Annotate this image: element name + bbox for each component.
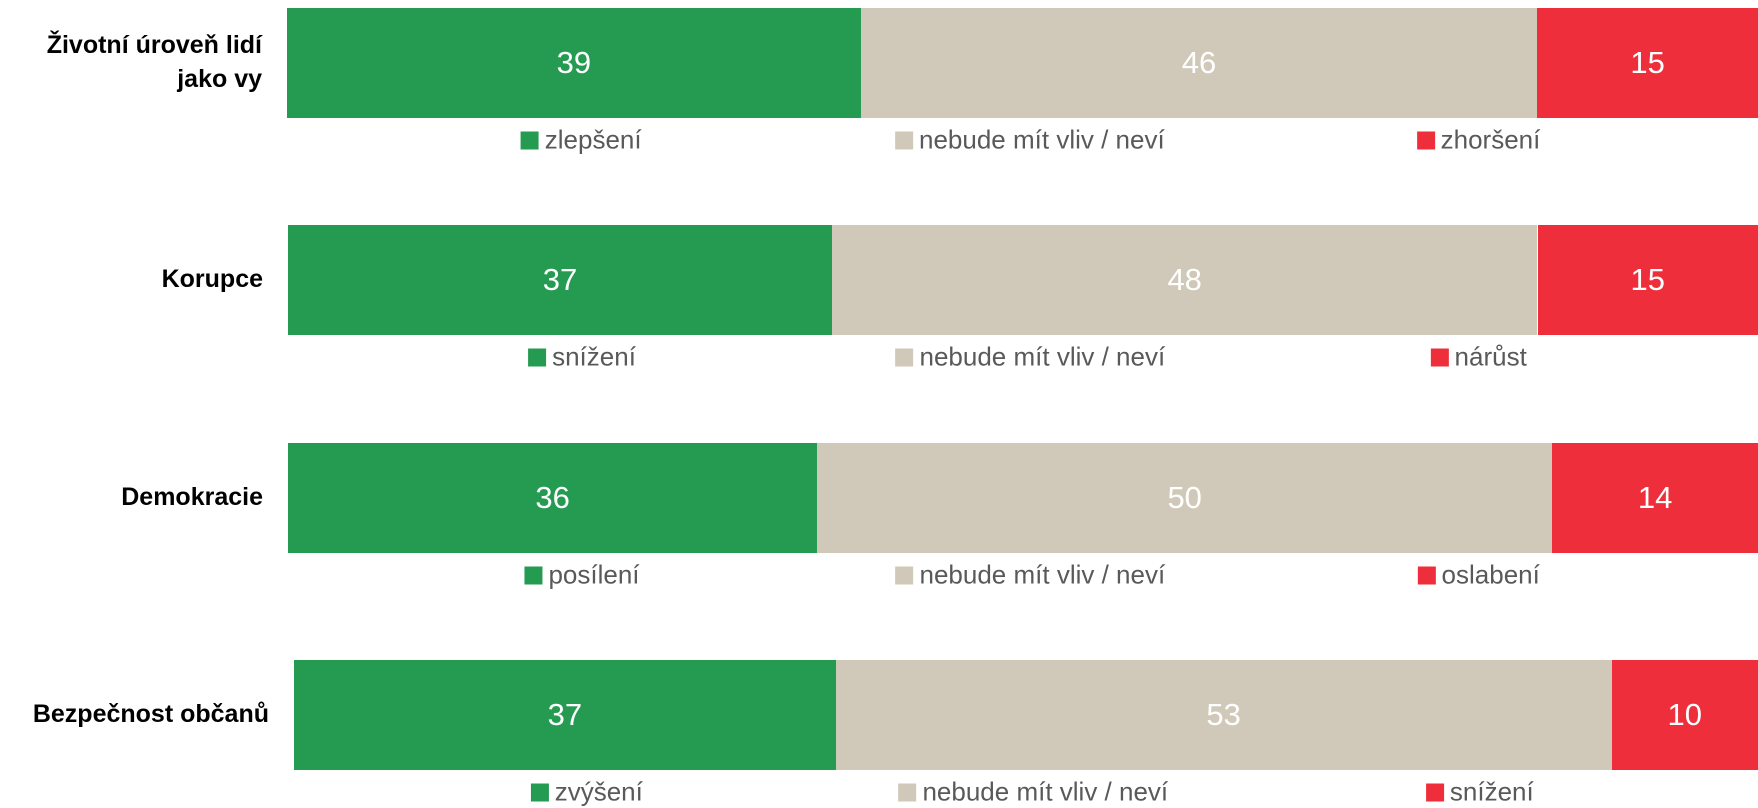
value-label: 48 [1167, 262, 1201, 298]
value-label: 15 [1631, 262, 1665, 298]
bar-segment: 15 [1537, 8, 1758, 118]
bar-segment: 39 [287, 8, 861, 118]
legend-swatch [895, 131, 913, 149]
bar-segment: 10 [1612, 660, 1758, 770]
value-label: 36 [535, 480, 569, 516]
legend-label: oslabení [1442, 560, 1540, 591]
category-label: Bezpečnost občanů [0, 660, 269, 770]
bar-segment: 37 [294, 660, 836, 770]
legend-item: zvýšení [531, 777, 643, 808]
category-label: Životní úroveň lidí jako vy [0, 8, 262, 118]
legend-label: zvýšení [555, 777, 643, 808]
legend-label: zhoršení [1441, 125, 1541, 156]
bar-segment: 50 [817, 443, 1552, 553]
value-label: 39 [557, 45, 591, 81]
legend-item: nebude mít vliv / neví [895, 125, 1165, 156]
legend-item: nebude mít vliv / neví [896, 342, 1166, 373]
legend-item: snížení [1426, 777, 1534, 808]
bar-segment: 15 [1538, 225, 1758, 335]
legend-item: zhoršení [1417, 125, 1541, 156]
legend-item: snížení [528, 342, 636, 373]
legend-swatch [521, 131, 539, 149]
legend-item: nebude mít vliv / neví [898, 777, 1168, 808]
legend-swatch [1431, 348, 1449, 366]
bar-segment: 53 [836, 660, 1612, 770]
legend-swatch [1426, 783, 1444, 801]
legend-label: nebude mít vliv / neví [920, 560, 1166, 591]
legend-label: zlepšení [545, 125, 642, 156]
value-label: 15 [1630, 45, 1664, 81]
value-label: 37 [543, 262, 577, 298]
legend-label: snížení [1450, 777, 1534, 808]
legend-swatch [896, 566, 914, 584]
legend-item: zlepšení [521, 125, 642, 156]
legend-label: nebude mít vliv / neví [920, 342, 1166, 373]
legend-swatch [531, 783, 549, 801]
category-label: Korupce [0, 225, 263, 335]
value-label: 46 [1182, 45, 1216, 81]
value-label: 50 [1167, 480, 1201, 516]
legend-swatch [524, 566, 542, 584]
value-label: 37 [548, 697, 582, 733]
legend-swatch [896, 348, 914, 366]
bar-segment: 37 [288, 225, 832, 335]
legend-swatch [1418, 566, 1436, 584]
bar-segment: 14 [1552, 443, 1758, 553]
bar-segment: 36 [288, 443, 817, 553]
legend-swatch [528, 348, 546, 366]
value-label: 14 [1638, 480, 1672, 516]
legend-swatch [1417, 131, 1435, 149]
legend-label: snížení [552, 342, 636, 373]
legend-label: nárůst [1455, 342, 1527, 373]
category-label: Demokracie [0, 443, 263, 553]
legend-item: posílení [524, 560, 639, 591]
legend-label: nebude mít vliv / neví [922, 777, 1168, 808]
bar-segment: 46 [861, 8, 1538, 118]
legend-label: nebude mít vliv / neví [919, 125, 1165, 156]
value-label: 53 [1206, 697, 1240, 733]
legend-item: nárůst [1431, 342, 1527, 373]
legend-item: oslabení [1418, 560, 1540, 591]
value-label: 10 [1668, 697, 1702, 733]
legend-item: nebude mít vliv / neví [896, 560, 1166, 591]
legend-swatch [898, 783, 916, 801]
bar-segment: 48 [832, 225, 1538, 335]
legend-label: posílení [548, 560, 639, 591]
